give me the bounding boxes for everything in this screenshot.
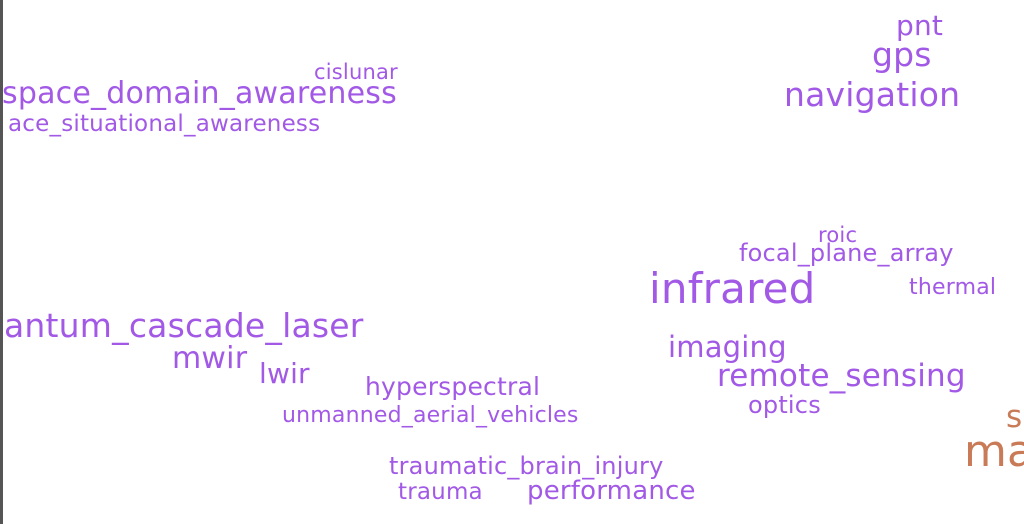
- word-navigation: navigation: [784, 75, 961, 114]
- word-partial-ma: ma: [964, 426, 1024, 477]
- word-focal-plane-array: focal_plane_array: [739, 239, 954, 267]
- word-space-domain-awareness: space_domain_awareness: [2, 76, 397, 111]
- word-quantum-cascade-laser: antum_cascade_laser: [4, 306, 364, 345]
- word-traumatic-brain-injury: traumatic_brain_injury: [389, 452, 664, 480]
- word-lwir: lwir: [259, 357, 310, 390]
- word-partial-s: s: [1006, 399, 1023, 435]
- word-hyperspectral: hyperspectral: [365, 372, 541, 401]
- word-gps: gps: [872, 35, 932, 74]
- word-roic: roic: [818, 223, 858, 247]
- word-cislunar: cislunar: [314, 60, 398, 84]
- word-pnt: pnt: [896, 9, 944, 42]
- word-mwir: mwir: [172, 341, 248, 376]
- word-optics: optics: [748, 391, 821, 419]
- left-border: [0, 0, 3, 524]
- word-infrared: infrared: [649, 264, 816, 313]
- word-unmanned-aerial-vehicles: unmanned_aerial_vehicles: [282, 403, 579, 428]
- word-remote-sensing: remote_sensing: [717, 358, 966, 394]
- word-trauma: trauma: [398, 479, 483, 505]
- word-imaging: imaging: [668, 330, 787, 364]
- word-space-situational-awareness: ace_situational_awareness: [8, 111, 321, 137]
- word-thermal: thermal: [909, 275, 997, 300]
- word-performance: performance: [527, 476, 696, 506]
